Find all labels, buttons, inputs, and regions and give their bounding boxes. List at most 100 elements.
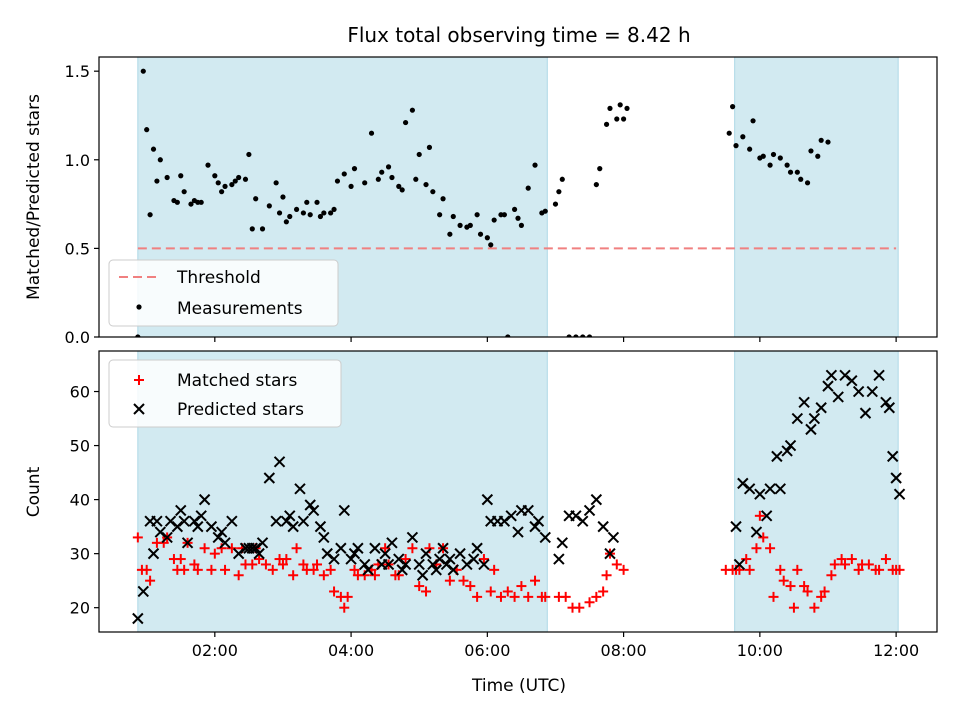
matched-star-point <box>523 591 534 602</box>
measurement-point <box>863 0 868 3</box>
predicted-star-point-b <box>505 510 517 522</box>
predicted-star-point-b <box>382 558 395 571</box>
measurement-point <box>829 0 834 3</box>
measurement-point <box>515 215 521 221</box>
predicted-star-point <box>181 537 194 549</box>
predicted-star-point-b <box>791 412 804 425</box>
predicted-star-point <box>195 510 207 522</box>
measurement-point <box>314 199 320 205</box>
matched-star-point <box>141 564 152 575</box>
legend-bottom: Matched stars Predicted stars <box>108 359 342 428</box>
predicted-star-point-b <box>219 537 231 549</box>
predicted-star-point <box>178 515 190 527</box>
measurement-point <box>242 176 249 182</box>
predicted-star-point-b <box>137 585 149 598</box>
matched-star-point <box>560 591 571 602</box>
measurement-point <box>341 171 347 177</box>
measurement-point <box>399 187 405 193</box>
matched-star-point <box>189 559 200 570</box>
predicted-star-point <box>352 542 364 554</box>
predicted-star-point-b <box>294 483 306 495</box>
matched-star-point <box>472 591 483 602</box>
predicted-star-point <box>454 547 466 560</box>
predicted-star-point <box>263 472 276 484</box>
measurement-point <box>586 334 593 337</box>
matched-star-point <box>209 548 220 559</box>
matched-star-point <box>880 554 891 565</box>
predicted-star-point-b <box>730 520 742 533</box>
measurement-point <box>784 162 790 168</box>
measurement-point <box>597 166 603 172</box>
predicted-star-point-b <box>808 412 821 425</box>
predicted-star-point-b <box>815 402 827 414</box>
measurement-point <box>777 155 783 161</box>
predicted-star-point-b <box>304 499 316 511</box>
matched-star-point <box>267 564 278 575</box>
measurement-point <box>236 174 242 181</box>
predicted-star-point-b <box>832 391 844 403</box>
predicted-star-point-b <box>471 542 483 554</box>
predicted-star-point-b <box>318 531 330 544</box>
measurement-point <box>409 107 415 113</box>
measurement-point <box>467 222 473 228</box>
predicted-star-point-b <box>846 375 858 387</box>
predicted-star-point <box>205 520 218 533</box>
measurement-point <box>135 334 141 337</box>
predicted-star-point-b <box>481 493 494 506</box>
measurement-point <box>426 144 433 150</box>
measurement-point <box>733 143 739 149</box>
predicted-star-point <box>873 369 885 382</box>
predicted-star-point-b <box>335 542 347 554</box>
matched-star-point <box>444 575 455 586</box>
predicted-star-point-b <box>750 526 763 538</box>
matched-star-point <box>421 586 432 597</box>
matched-star-point <box>458 575 469 586</box>
measurement-point <box>457 222 463 228</box>
legend-top-box <box>108 259 339 327</box>
predicted-star-point <box>147 547 160 560</box>
measurement-point <box>760 153 766 159</box>
matched-star-point <box>465 581 476 592</box>
predicted-star-point-b <box>416 569 429 581</box>
panel-0-y-tick-label: 0.0 <box>65 328 90 347</box>
matched-star-point <box>799 581 810 592</box>
matched-star-point <box>785 581 796 592</box>
predicted-star-point <box>284 510 296 522</box>
predicted-star-point <box>253 547 265 560</box>
matched-star-point <box>846 554 857 565</box>
measurement-point <box>897 0 902 3</box>
predicted-star-point <box>798 396 810 409</box>
matched-star-point <box>339 602 350 613</box>
predicted-star-point <box>413 558 425 571</box>
measurement-point <box>593 181 599 188</box>
measurement-point <box>328 210 334 216</box>
measurement-point <box>518 222 525 228</box>
predicted-star-point <box>754 488 766 500</box>
predicted-star-point-b <box>406 531 419 544</box>
measurement-point <box>219 189 225 195</box>
predicted-star-point-b <box>328 553 340 565</box>
predicted-star-point <box>382 558 395 571</box>
predicted-star-point <box>219 537 231 549</box>
predicted-star-point-b <box>270 515 282 527</box>
predicted-star-point <box>338 504 350 517</box>
measurement-point <box>532 162 538 168</box>
predicted-star-point <box>304 499 316 511</box>
predicted-star-point <box>335 542 347 554</box>
matched-star-point <box>247 559 258 570</box>
measurement-point <box>767 162 773 168</box>
measurement-point <box>556 189 562 195</box>
measurement-point <box>624 105 630 111</box>
measurement-point <box>362 180 368 186</box>
matched-star-point <box>809 602 820 613</box>
predicted-star-point <box>420 547 432 560</box>
predicted-star-point <box>198 493 211 506</box>
panel-1-y-tick-label: 20 <box>70 599 90 618</box>
predicted-star-point <box>273 456 286 468</box>
predicted-star-point <box>781 445 793 457</box>
predicted-star-point <box>478 558 490 571</box>
measurement-point <box>839 0 844 3</box>
predicted-star-point <box>607 531 620 544</box>
measurement-point <box>474 212 480 218</box>
